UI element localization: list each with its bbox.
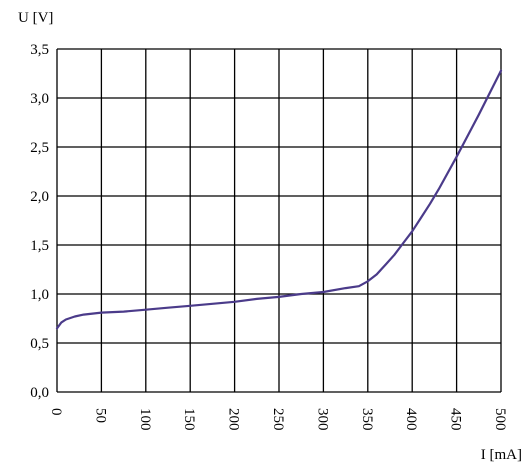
x-tick-labels: 0 50 100 150 200 250 300 350 400 450 500 [48,408,508,431]
x-tick-label: 400 [403,408,419,431]
series-layer [55,69,503,330]
y-tick-label: 1,0 [30,287,49,303]
x-tick-label: 150 [181,408,197,431]
y-tick-label: 3,0 [30,91,49,107]
x-tick-label: 250 [270,408,286,431]
x-tick-label: 0 [48,408,64,416]
series-line [55,69,503,330]
y-tick-label: 3,5 [30,42,49,58]
x-axis-label: I [mA] [481,447,522,463]
y-tick-label: 2,0 [30,189,49,205]
grid [56,48,502,393]
x-tick-label: 100 [137,408,153,431]
y-tick-label: 0,5 [30,336,49,352]
x-tick-label: 350 [359,408,375,431]
y-tick-label: 1,5 [30,238,49,254]
x-tick-label: 450 [448,408,464,431]
y-tick-labels: 0,0 0,5 1,0 1,5 2,0 2,5 3,0 3,5 [30,42,49,401]
y-tick-label: 0,0 [30,385,49,401]
y-tick-label: 2,5 [30,140,49,156]
x-tick-label: 50 [92,408,108,423]
x-tick-label: 300 [314,408,330,431]
y-axis-label: U [V] [18,10,53,26]
x-tick-label: 200 [226,408,242,431]
x-tick-label: 500 [492,408,508,431]
